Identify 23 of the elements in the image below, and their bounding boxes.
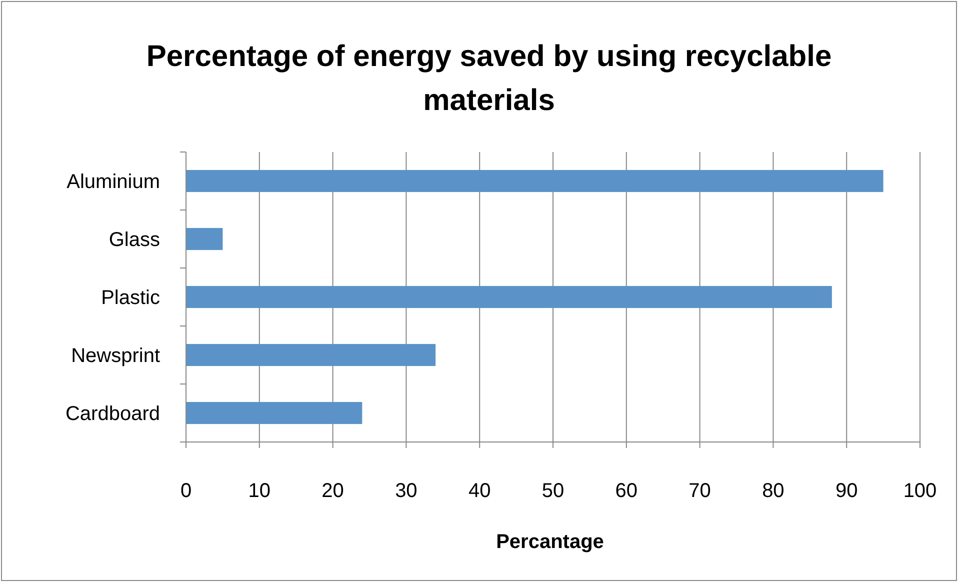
x-tick-label: 100 <box>903 480 937 502</box>
x-tick-label: 90 <box>835 480 858 502</box>
x-tick-label: 40 <box>468 480 491 502</box>
bar <box>186 170 884 192</box>
x-tick-label: 80 <box>762 480 784 502</box>
y-tick-label: Cardboard <box>65 403 160 425</box>
y-tick-label: Newsprint <box>71 345 160 367</box>
x-tick-label: 30 <box>395 480 418 502</box>
x-axis-title: Percantage <box>496 531 604 553</box>
bar <box>186 402 362 424</box>
x-tick-label: 50 <box>542 480 564 502</box>
x-tick-label: 20 <box>322 480 344 502</box>
bar <box>186 286 832 308</box>
y-tick-label: Aluminium <box>66 171 160 193</box>
y-tick-label: Glass <box>108 229 160 251</box>
x-tick-label: 0 <box>180 480 192 502</box>
bar <box>186 228 223 250</box>
y-tick-label: Plastic <box>101 287 160 309</box>
bar <box>186 344 436 366</box>
x-tick-label: 10 <box>248 480 271 502</box>
chart-title: Percentage of energy saved by using recyclable materials <box>146 40 832 117</box>
x-tick-label: 70 <box>688 480 711 502</box>
x-tick-label: 60 <box>615 480 638 502</box>
